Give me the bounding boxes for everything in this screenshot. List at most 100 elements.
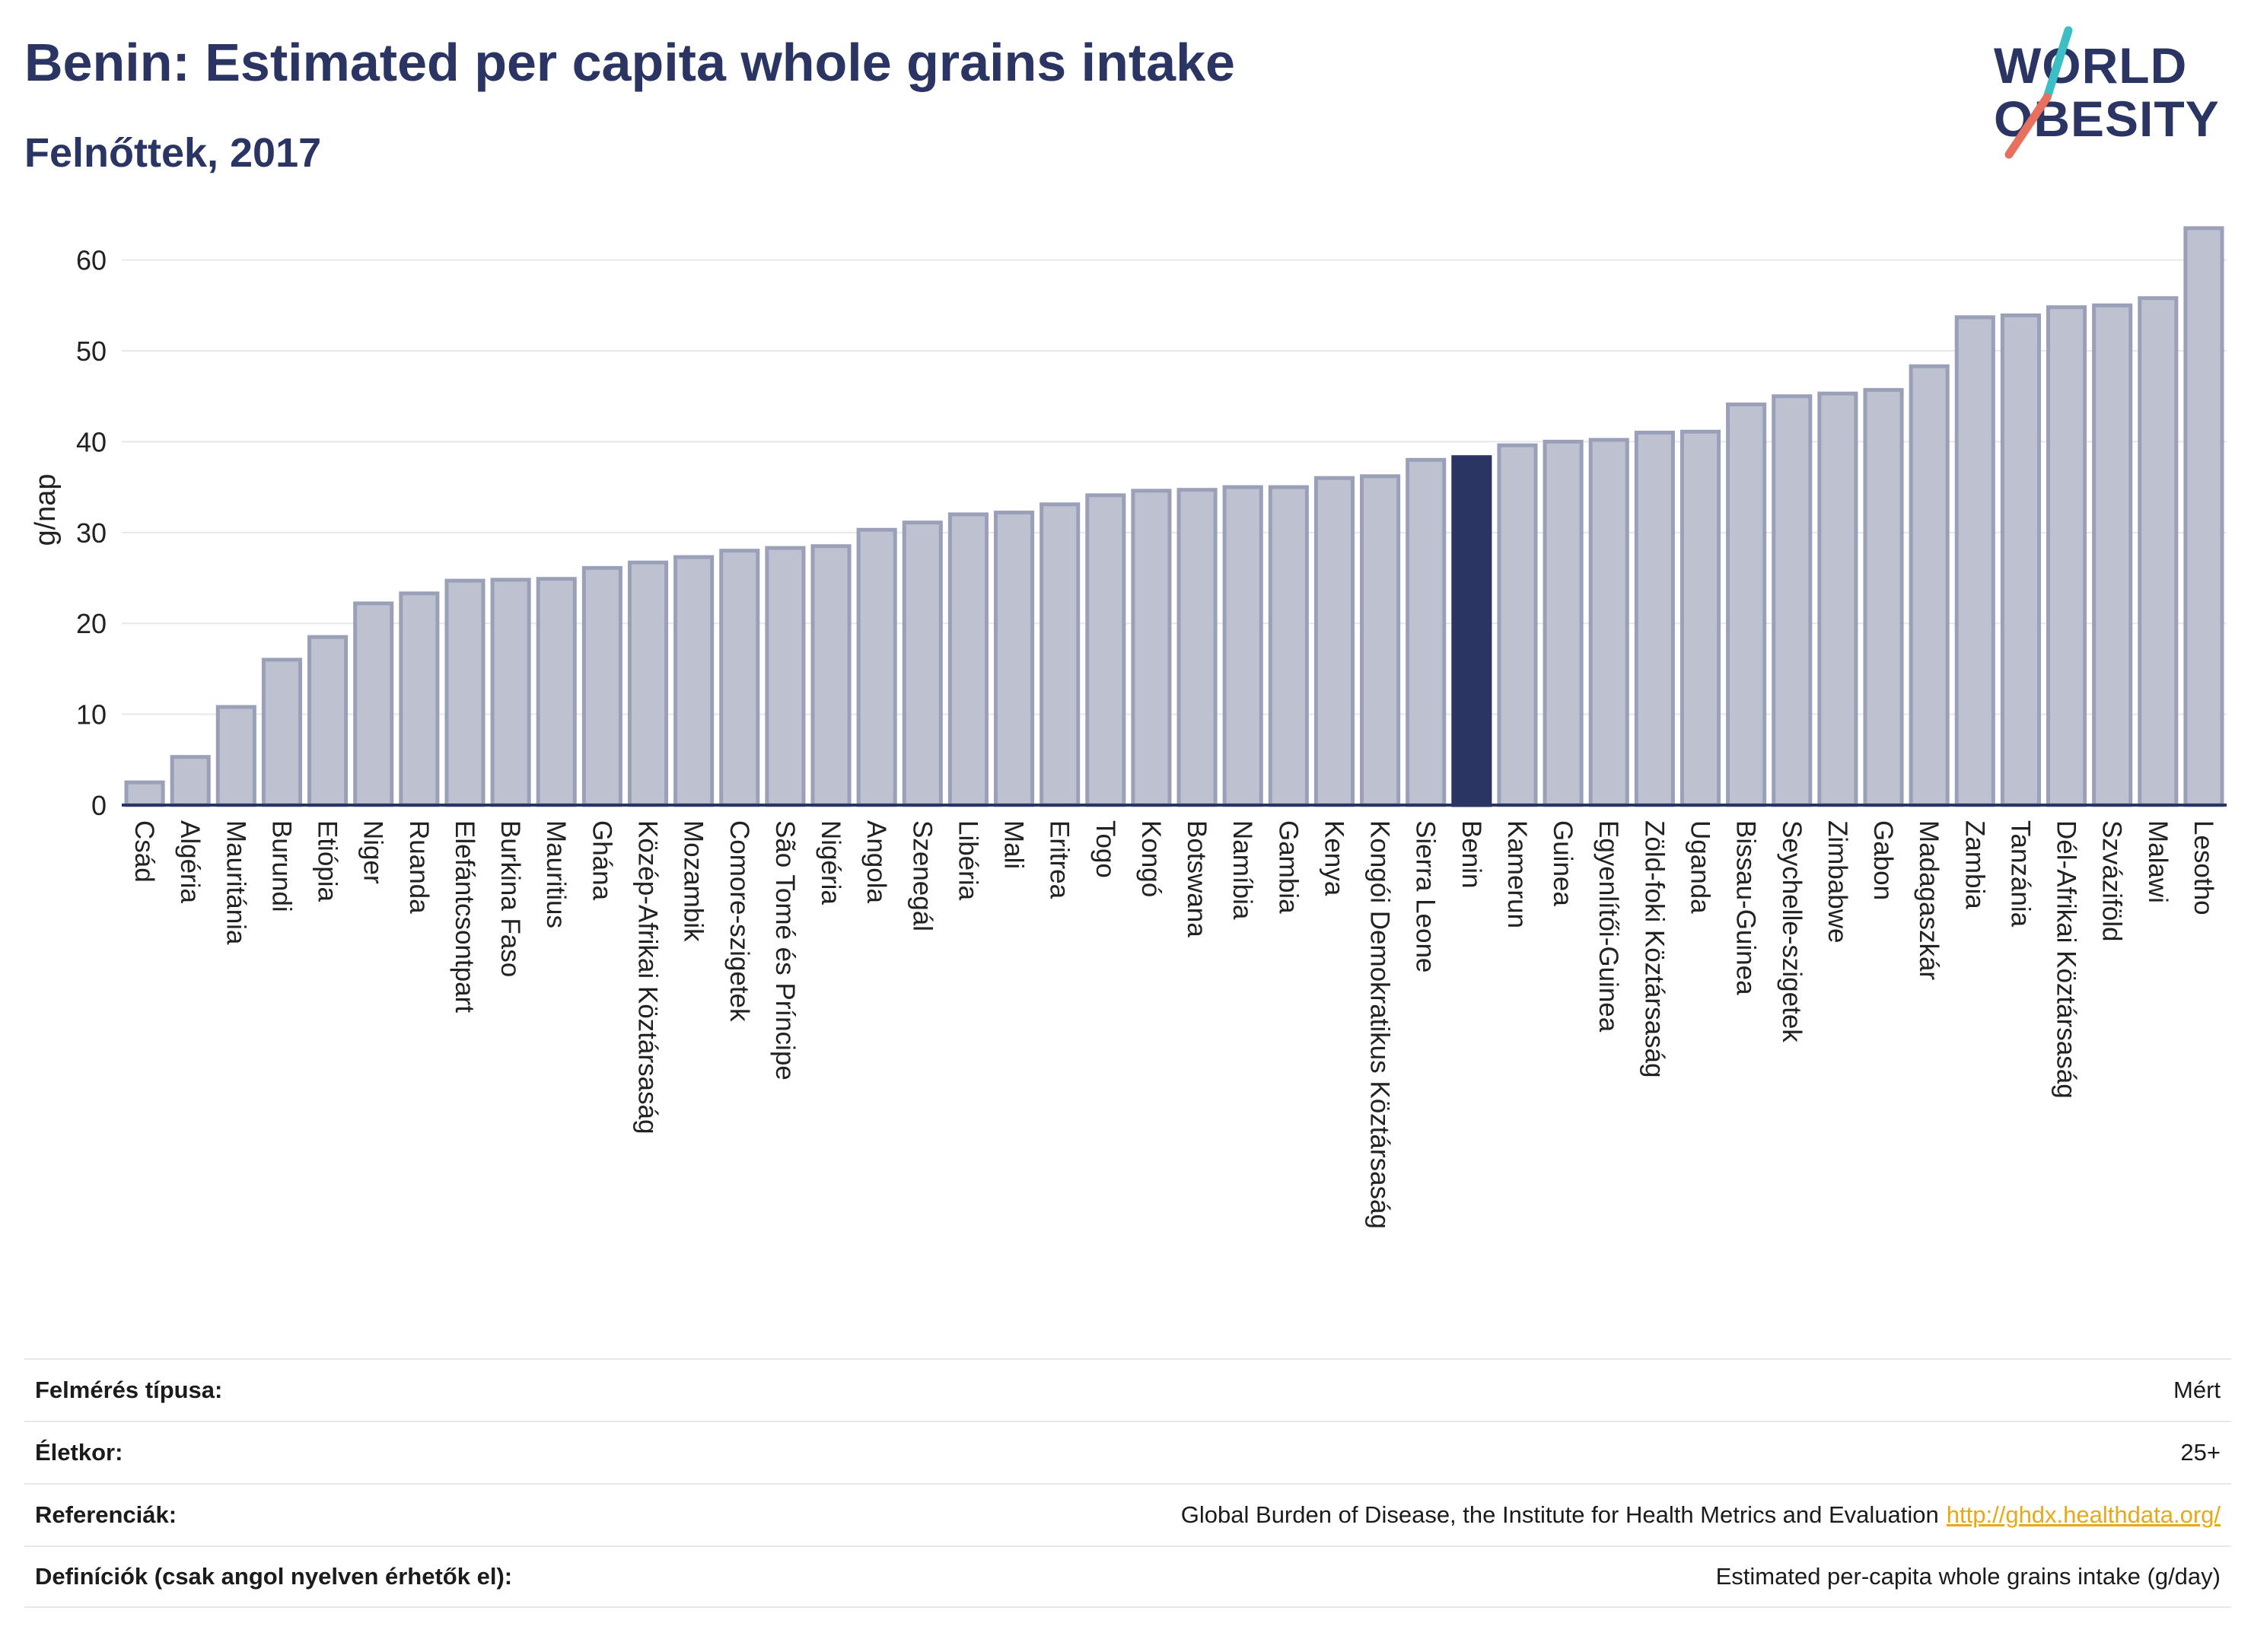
x-tick-label: Seychelle-szigetek [1777,820,1807,1042]
x-tick-label: Kongói Demokratikus Köztársaság [1365,820,1395,1229]
bar-Zimbabwe [1817,391,1858,807]
bar-Comore-szigetek [719,549,760,807]
info-row-references: Referenciák: Global Burden of Disease, t… [24,1483,2231,1545]
x-tick-label: Sierra Leone [1411,820,1441,972]
bar-Ruanda [399,591,440,807]
x-tick-label: Benin [1457,820,1486,889]
chart-subtitle: Felnőttek, 2017 [24,130,322,176]
bar-São Tomé és Príncipe [765,546,806,807]
info-row-survey-type: Felmérés típusa: Mért [24,1358,2231,1421]
bar-Tanzánia [2000,313,2041,807]
x-tick-label: Kamerun [1502,820,1532,928]
x-tick-label: Eritrea [1045,820,1075,899]
x-tick-label: Togo [1090,820,1120,878]
bar-Zöld-foki Köztársaság [1634,430,1675,807]
bar-chart: 0 10 20 30 40 50 60 Csád Algéria Mauritánia Burun… [30,226,2227,1229]
y-axis-ticks: 0 10 20 30 40 50 60 [76,245,107,821]
x-tick-label: Gabon [1868,820,1898,900]
bar-Egyenlítői-Guinea [1588,438,1629,807]
bar-Etiópia [307,635,349,807]
x-tick-label: Szenegál [907,820,937,931]
bar-Közép-Afrikai Köztársaság [627,560,669,807]
bar-Eritrea [1040,502,1081,807]
y-tick-label: 40 [76,426,107,457]
bar-Nigéria [810,544,852,807]
reference-text: Global Burden of Disease, the Institute … [1180,1501,1939,1528]
x-tick-label: Comore-szigetek [724,820,754,1022]
info-table: Felmérés típusa: Mért Életkor: 25+ Refer… [24,1358,2231,1608]
world-obesity-logo: WORLD OBESITY [1979,21,2237,166]
bar-Burkina Faso [490,578,531,807]
x-tick-label: Elefántcsontpart [450,820,479,1013]
x-tick-label: Zöld-foki Köztársaság [1639,820,1669,1077]
bar-Sierra Leone [1406,457,1447,807]
x-tick-label: Namíbia [1227,820,1257,920]
info-label: Felmérés típusa: [35,1377,223,1403]
x-tick-label: Gambia [1273,820,1303,914]
bar-Niger [353,601,394,807]
x-tick-label: Niger [358,820,388,884]
bar-Algéria [170,755,211,807]
bar-Kongó [1131,489,1172,807]
info-label: Definíciók (csak angol nyelven érhetők e… [35,1563,513,1590]
bar-Gabon [1863,387,1904,807]
bar-Szenegál [902,520,943,807]
x-tick-label: São Tomé és Príncipe [770,820,800,1081]
bar-Togo [1085,493,1126,807]
info-value-references: Global Burden of Disease, the Institute … [1181,1501,2221,1529]
reference-link[interactable]: http://ghdx.healthdata.org/ [1946,1501,2221,1528]
x-tick-label: Algéria [175,820,205,903]
info-row-age: Életkor: 25+ [24,1421,2231,1483]
bar-Kongói Demokratikus Köztársaság [1360,474,1401,807]
x-tick-label: Ghána [587,820,616,901]
bar-Elefántcsontpart [444,578,486,807]
x-tick-label: Tanzánia [2005,820,2035,928]
x-tick-label: Malawi [2143,820,2173,903]
info-row-definitions: Definíciók (csak angol nyelven érhetők e… [24,1545,2231,1608]
bar-Seychelle-szigetek [1772,394,1813,807]
x-tick-label: Mauritánia [221,820,250,945]
x-tick-label: Uganda [1686,820,1715,914]
logo-text-world: WORLD [1994,37,2188,94]
bar-Uganda [1679,429,1721,807]
info-value: 25+ [2180,1439,2221,1466]
y-tick-label: 0 [91,790,107,821]
info-value: Mért [2173,1377,2221,1403]
bar-Kamerun [1497,443,1538,807]
x-tick-label: Libéria [953,820,982,901]
x-tick-label: Ruanda [404,820,434,914]
x-tick-label: Nigéria [816,820,845,905]
x-tick-label: Egyenlítői-Guinea [1594,820,1623,1033]
bar-Gambia [1268,485,1309,807]
y-tick-label: 10 [76,699,107,731]
x-tick-label: Zambia [1960,820,1989,909]
x-tick-label: Madagaszkár [1914,820,1944,980]
info-label: Referenciák: [35,1501,177,1528]
x-axis-labels: Csád Algéria Mauritánia Burundi Etiópia Niger… [129,820,2218,1229]
bar-Namíbia [1222,485,1263,807]
bar-Mauritius [536,577,577,807]
x-tick-label: Guinea [1548,820,1578,906]
chart-title: Benin: Estimated per capita whole grains… [24,33,1235,92]
bar-Kenya [1313,476,1355,807]
x-tick-label: Mozambik [679,820,708,942]
x-tick-label: Burkina Faso [495,820,525,977]
y-tick-label: 20 [76,608,107,639]
x-tick-label: Angola [861,820,891,904]
bar-Csád [124,780,165,807]
bar-Malawi [2138,296,2179,807]
x-tick-label: Lesotho [2189,820,2218,915]
bar-Dél-Afrikai Köztársaság [2046,305,2087,807]
y-axis-title: g/nap [30,473,62,546]
x-tick-label: Kenya [1319,820,1348,896]
y-tick-label: 60 [76,245,107,276]
x-tick-label: Burundi [266,820,296,912]
bars [124,226,2224,807]
bar-Benin [1451,455,1492,807]
info-value: Estimated per-capita whole grains intake… [1715,1563,2221,1590]
info-label: Életkor: [35,1439,123,1466]
bar-Burundi [261,657,303,807]
x-tick-label: Szváziföld [2097,820,2127,942]
y-tick-label: 30 [76,517,107,549]
x-tick-label: Etiópia [313,820,342,902]
